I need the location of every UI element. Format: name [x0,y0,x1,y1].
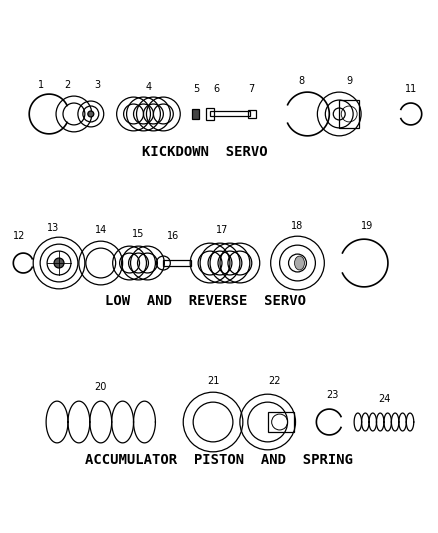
Bar [339,100,359,128]
Text: 2: 2 [64,80,70,90]
Text: 3: 3 [95,80,101,90]
Ellipse shape [294,256,304,270]
Text: 20: 20 [95,382,107,392]
Text: KICKDOWN  SERVO: KICKDOWN SERVO [142,145,268,159]
Bar [163,260,191,266]
Text: 22: 22 [268,376,281,386]
Bar [206,108,214,120]
Text: 17: 17 [216,225,228,235]
Text: 15: 15 [132,229,145,239]
Text: 12: 12 [13,231,25,241]
Text: 6: 6 [213,84,219,94]
Text: ACCUMULATOR  PISTON  AND  SPRING: ACCUMULATOR PISTON AND SPRING [85,453,353,467]
Text: 13: 13 [47,223,59,233]
Text: 14: 14 [95,225,107,235]
Text: LOW  AND  REVERSE  SERVO: LOW AND REVERSE SERVO [105,294,306,308]
Circle shape [88,111,94,117]
Bar [210,111,250,116]
Text: 4: 4 [145,82,152,92]
Text: 9: 9 [346,76,352,86]
Bar [192,109,199,119]
Text: 5: 5 [193,84,199,94]
Text: 21: 21 [207,376,219,386]
Text: 8: 8 [298,76,304,86]
Text: 7: 7 [249,84,255,94]
Text: 11: 11 [405,84,417,94]
Text: 23: 23 [326,390,339,400]
Text: 24: 24 [378,394,390,404]
Text: 16: 16 [167,231,180,241]
Circle shape [54,258,64,268]
Bar [248,110,256,118]
Text: 18: 18 [291,221,304,231]
Text: 19: 19 [361,221,373,231]
Bar [268,412,293,432]
Text: 1: 1 [38,80,44,90]
